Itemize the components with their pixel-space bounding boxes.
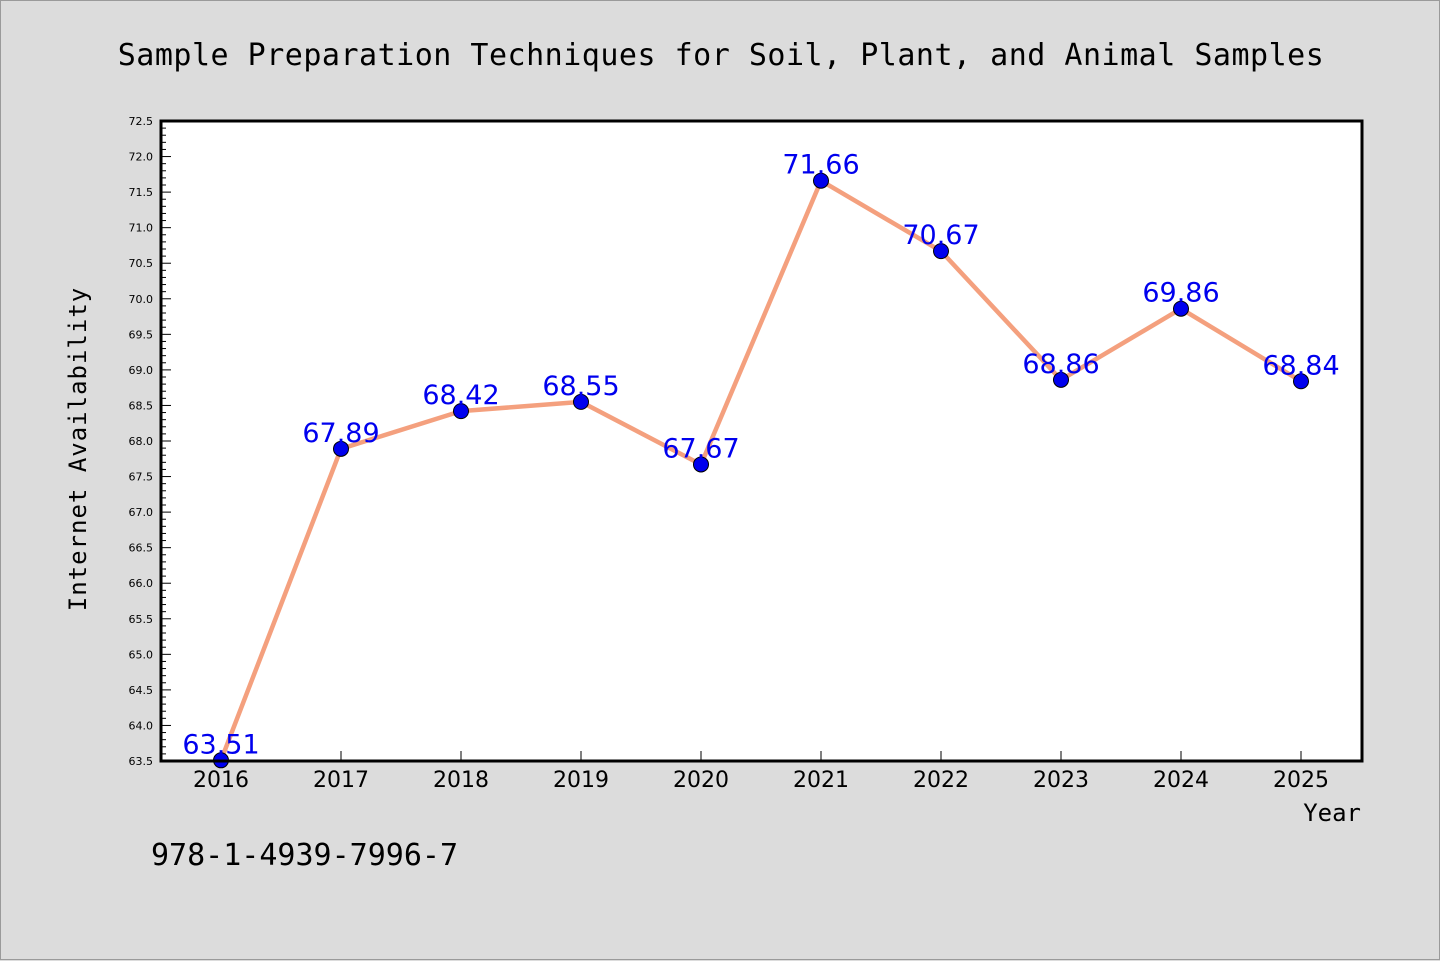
y-tick-label: 64.0 bbox=[129, 719, 154, 732]
x-tick-label: 2018 bbox=[433, 768, 489, 793]
x-tick-label: 2022 bbox=[913, 768, 969, 793]
x-tick-label: 2025 bbox=[1273, 768, 1329, 793]
x-tick-label: 2020 bbox=[673, 768, 729, 793]
x-tick-label: 2024 bbox=[1153, 768, 1209, 793]
y-tick-label: 66.0 bbox=[129, 577, 154, 590]
data-labels: 63.51 67.89 68.42 68.55 67.67 71.66 70.67 68.86… bbox=[182, 150, 1339, 761]
data-point-marker bbox=[933, 243, 949, 260]
y-tick-label: 72.5 bbox=[129, 115, 154, 128]
data-point-marker bbox=[573, 393, 589, 410]
series-line bbox=[218, 178, 1304, 763]
plot-frame bbox=[159, 119, 1364, 763]
x-tick-label: 2019 bbox=[553, 768, 609, 793]
y-tick-label: 65.5 bbox=[129, 613, 154, 626]
data-label: 68.55 bbox=[542, 371, 619, 402]
y-tick-label: 71.5 bbox=[129, 186, 154, 199]
data-label: 70.67 bbox=[902, 220, 979, 251]
x-axis-tick-labels: 2016 2017 2018 2019 2020 2021 2022 2023 2024 2025 bbox=[193, 768, 1329, 793]
x-tick-label: 2016 bbox=[193, 768, 249, 793]
y-tick-label: 67.5 bbox=[129, 471, 154, 484]
y-axis-label: Internet Availability bbox=[64, 287, 92, 611]
y-tick-label: 63.5 bbox=[129, 755, 154, 768]
data-label: 67.89 bbox=[302, 418, 379, 449]
x-axis-label: Year bbox=[1303, 799, 1361, 827]
data-point-marker bbox=[1293, 373, 1309, 390]
y-tick-label: 68.5 bbox=[129, 399, 154, 412]
series-markers bbox=[213, 172, 1309, 769]
data-label: 68.42 bbox=[422, 380, 499, 411]
y-tick-label: 69.0 bbox=[129, 364, 154, 377]
x-tick-label: 2021 bbox=[793, 768, 849, 793]
y-tick-label: 72.0 bbox=[129, 151, 154, 164]
chart-title: Sample Preparation Techniques for Soil, … bbox=[118, 38, 1325, 73]
data-label: 71.66 bbox=[782, 150, 859, 181]
y-tick-label: 66.5 bbox=[129, 542, 154, 555]
y-tick-label: 71.0 bbox=[129, 222, 154, 235]
data-label: 69.86 bbox=[1142, 278, 1219, 309]
data-point-marker bbox=[1053, 371, 1069, 388]
y-tick-label: 67.0 bbox=[129, 506, 154, 519]
data-label: 68.84 bbox=[1262, 350, 1339, 381]
x-tick-label: 2023 bbox=[1033, 768, 1089, 793]
data-label: 67.67 bbox=[662, 433, 739, 464]
data-point-marker bbox=[453, 403, 469, 420]
y-tick-label: 68.0 bbox=[129, 435, 154, 448]
data-point-marker bbox=[1173, 300, 1189, 317]
y-tick-label: 70.5 bbox=[129, 257, 154, 270]
isbn-text: 978-1-4939-7996-7 bbox=[151, 838, 458, 873]
data-label: 63.51 bbox=[182, 729, 259, 760]
y-axis-tick-labels: 63.5 64.0 64.5 65.0 65.5 66.0 66.5 67.0 67.5 68.0… bbox=[129, 115, 154, 768]
y-tick-label: 70.0 bbox=[129, 293, 154, 306]
data-point-marker bbox=[693, 456, 709, 473]
y-tick-label: 64.5 bbox=[129, 684, 154, 697]
data-point-marker bbox=[813, 172, 829, 189]
y-tick-label: 69.5 bbox=[129, 328, 154, 341]
y-tick-label: 65.0 bbox=[129, 648, 154, 661]
data-label: 68.86 bbox=[1022, 349, 1099, 380]
data-point-marker bbox=[333, 440, 349, 457]
x-tick-label: 2017 bbox=[313, 768, 369, 793]
